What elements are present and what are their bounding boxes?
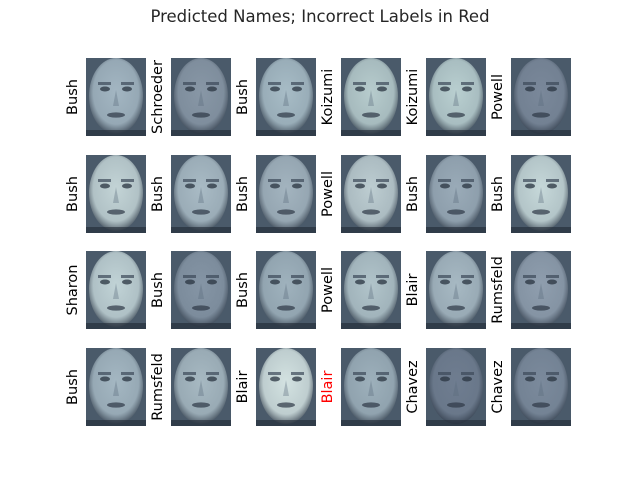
- predicted-name-label: Bush: [235, 272, 251, 308]
- face-image: [171, 155, 231, 233]
- face-image: [426, 155, 486, 233]
- predicted-name-box: Chavez: [400, 348, 426, 426]
- predicted-name-label: Blair: [405, 273, 421, 307]
- predicted-name-label: Bush: [65, 79, 81, 115]
- predicted-name-box: Bush: [485, 155, 511, 233]
- predicted-name-label: Powell: [320, 171, 336, 217]
- face-image: [171, 58, 231, 136]
- face-cell: Bush: [145, 155, 231, 233]
- face-cell: Koizumi: [400, 58, 486, 136]
- predicted-name-box: Rumsfeld: [485, 251, 511, 329]
- face-image: [86, 251, 146, 329]
- face-image: [256, 251, 316, 329]
- face-image: [341, 58, 401, 136]
- predicted-name-label: Powell: [490, 74, 506, 120]
- face-cell: Bush: [230, 251, 316, 329]
- predicted-name-box: Bush: [400, 155, 426, 233]
- face-image: [511, 155, 571, 233]
- face-cell: Powell: [485, 58, 571, 136]
- face-cell: Chavez: [400, 348, 486, 426]
- predicted-name-box: Chavez: [485, 348, 511, 426]
- face-image: [171, 251, 231, 329]
- predicted-name-label: Chavez: [405, 360, 421, 414]
- face-cell: Powell: [315, 155, 401, 233]
- predicted-name-box: Koizumi: [315, 58, 341, 136]
- face-cell: Bush: [60, 155, 146, 233]
- predicted-name-box: Rumsfeld: [145, 348, 171, 426]
- predicted-name-label: Bush: [235, 176, 251, 212]
- predicted-name-label: Powell: [320, 267, 336, 313]
- predicted-name-box: Koizumi: [400, 58, 426, 136]
- predicted-name-label: Koizumi: [405, 68, 421, 126]
- predicted-name-box: Blair: [400, 251, 426, 329]
- face-cell: Rumsfeld: [145, 348, 231, 426]
- face-cell: Bush: [485, 155, 571, 233]
- predicted-name-label: Schroeder: [150, 60, 166, 134]
- face-image: [86, 58, 146, 136]
- predicted-name-label: Rumsfeld: [490, 256, 506, 324]
- predicted-name-label: Sharon: [65, 264, 81, 316]
- face-image: [171, 348, 231, 426]
- face-image: [426, 58, 486, 136]
- predicted-name-box: Bush: [230, 251, 256, 329]
- predicted-name-box: Blair: [230, 348, 256, 426]
- face-image: [511, 251, 571, 329]
- predicted-name-box: Bush: [145, 251, 171, 329]
- predicted-name-box: Powell: [315, 155, 341, 233]
- face-cell: Bush: [60, 348, 146, 426]
- predicted-name-box: Bush: [60, 348, 86, 426]
- predicted-name-label: Rumsfeld: [150, 353, 166, 421]
- face-cell: Sharon: [60, 251, 146, 329]
- face-cell: Koizumi: [315, 58, 401, 136]
- predicted-name-label: Bush: [65, 176, 81, 212]
- predicted-name-label: Bush: [405, 176, 421, 212]
- face-cell: Schroeder: [145, 58, 231, 136]
- predicted-name-box: Bush: [230, 155, 256, 233]
- predicted-name-box: Bush: [60, 155, 86, 233]
- face-cell: Bush: [230, 155, 316, 233]
- face-image: [256, 348, 316, 426]
- face-image: [511, 58, 571, 136]
- predicted-name-label: Chavez: [490, 360, 506, 414]
- predicted-name-box: Powell: [315, 251, 341, 329]
- face-image: [86, 155, 146, 233]
- face-cell: Blair: [230, 348, 316, 426]
- face-cell: Blair: [315, 348, 401, 426]
- face-image: [341, 155, 401, 233]
- face-image: [426, 251, 486, 329]
- face-cell: Blair: [400, 251, 486, 329]
- page-title: Predicted Names; Incorrect Labels in Red: [150, 7, 490, 26]
- face-image: [426, 348, 486, 426]
- predicted-name-label: Bush: [150, 176, 166, 212]
- predicted-name-box: Bush: [230, 58, 256, 136]
- face-image: [86, 348, 146, 426]
- face-cell: Bush: [400, 155, 486, 233]
- face-cell: Powell: [315, 251, 401, 329]
- predicted-name-box: Blair: [315, 348, 341, 426]
- face-cell: Bush: [145, 251, 231, 329]
- face-cell: Bush: [60, 58, 146, 136]
- predicted-name-label: Blair: [235, 370, 251, 404]
- face-image: [256, 155, 316, 233]
- predicted-name-box: Sharon: [60, 251, 86, 329]
- face-image: [256, 58, 316, 136]
- predicted-name-label: Bush: [490, 176, 506, 212]
- predicted-name-box: Powell: [485, 58, 511, 136]
- face-cell: Chavez: [485, 348, 571, 426]
- face-image: [341, 251, 401, 329]
- face-image: [511, 348, 571, 426]
- predicted-name-label: Koizumi: [320, 68, 336, 126]
- face-cell: Rumsfeld: [485, 251, 571, 329]
- predicted-name-label: Bush: [150, 272, 166, 308]
- predicted-name-box: Schroeder: [145, 58, 171, 136]
- predicted-name-box: Bush: [60, 58, 86, 136]
- predicted-name-label: Bush: [65, 369, 81, 405]
- face-cell: Bush: [230, 58, 316, 136]
- predicted-name-label: Bush: [235, 79, 251, 115]
- predicted-name-box: Bush: [145, 155, 171, 233]
- face-image: [341, 348, 401, 426]
- predicted-name-label: Blair: [320, 370, 336, 404]
